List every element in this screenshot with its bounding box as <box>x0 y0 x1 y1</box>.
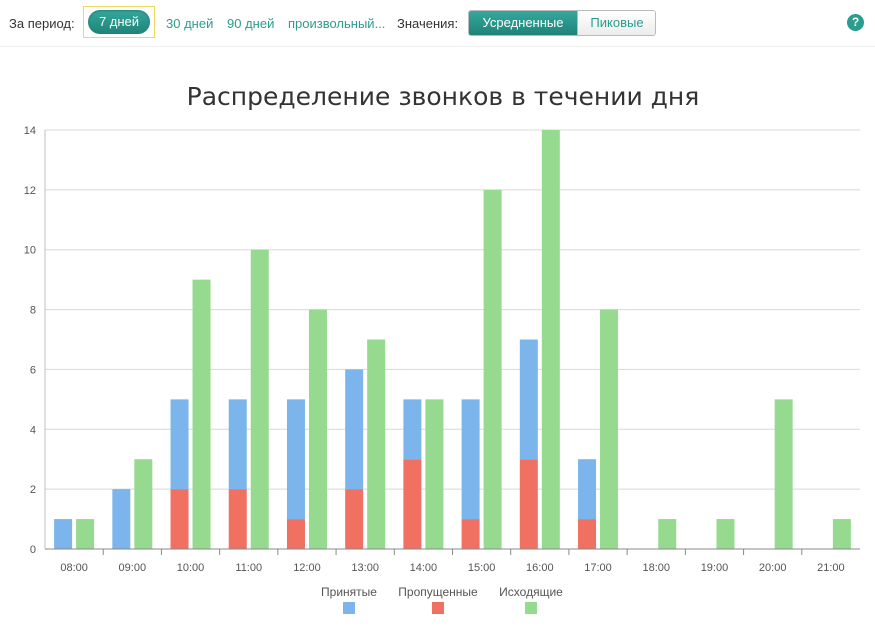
values-averaged-button[interactable]: Усредненные <box>469 11 577 35</box>
values-toggle: Усредненные Пиковые <box>468 10 656 36</box>
bar-accepted <box>345 369 364 490</box>
bar-accepted <box>461 399 480 520</box>
bar-outgoing <box>832 519 851 549</box>
bar-missed <box>345 489 364 549</box>
y-tick-label: 0 <box>30 544 36 556</box>
x-tick-label: 14:00 <box>410 562 438 574</box>
bar-outgoing <box>308 309 327 549</box>
y-tick-label: 8 <box>30 305 36 317</box>
bar-accepted <box>170 399 189 490</box>
bar-accepted <box>228 399 247 490</box>
values-label: Значения: <box>397 16 459 31</box>
x-tick-label: 11:00 <box>235 562 262 574</box>
y-tick-label: 2 <box>30 484 36 496</box>
bar-accepted <box>286 399 305 520</box>
bar-missed <box>461 519 480 549</box>
bar-outgoing <box>367 339 386 549</box>
x-axis: 08:00 09:00 10:00 11:00 12:00 13:00 14:00 15:00… <box>45 548 860 574</box>
bar-missed <box>228 489 247 549</box>
bar-outgoing <box>541 130 560 549</box>
x-tick-label: 15:00 <box>468 562 496 574</box>
bar-outgoing <box>425 399 444 549</box>
period-label: За период: <box>9 16 75 31</box>
period-30-days-link[interactable]: 30 дней <box>166 16 214 31</box>
period-custom-link[interactable]: произвольный... <box>288 16 386 31</box>
y-tick-label: 12 <box>24 185 36 197</box>
x-tick-label: 09:00 <box>119 562 147 574</box>
y-tick-label: 10 <box>24 245 36 257</box>
x-tick-label: 13:00 <box>351 562 379 574</box>
bar-missed <box>286 519 305 549</box>
x-tick-label: 18:00 <box>642 562 670 574</box>
period-selected-wrapper: 7 дней <box>83 6 155 38</box>
legend-label: Исходящие <box>499 585 563 599</box>
legend-label: Принятые <box>321 585 377 599</box>
bar-accepted <box>578 459 597 520</box>
bar-missed <box>519 459 538 549</box>
bar-outgoing <box>716 519 735 549</box>
chart-legend: Принятые Пропущенные Исходящие <box>321 585 563 614</box>
y-tick-label: 4 <box>30 424 36 436</box>
period-90-days-link[interactable]: 90 дней <box>227 16 275 31</box>
y-tick-label: 14 <box>24 125 36 137</box>
bar-accepted <box>112 489 131 549</box>
bar-outgoing <box>658 519 677 549</box>
chart-bars <box>54 130 851 549</box>
legend-swatch <box>525 602 537 614</box>
x-tick-label: 21:00 <box>817 562 845 574</box>
bar-missed <box>403 459 422 549</box>
bar-accepted <box>54 519 73 549</box>
bar-outgoing <box>192 279 211 549</box>
y-axis: 0 2 4 6 8 10 12 14 <box>24 125 46 556</box>
x-tick-label: 19:00 <box>701 562 729 574</box>
bar-missed <box>170 489 189 549</box>
x-tick-label: 16:00 <box>526 562 554 574</box>
values-peak-button[interactable]: Пиковые <box>577 11 655 35</box>
bar-outgoing <box>134 459 153 549</box>
bar-accepted <box>403 399 422 460</box>
help-icon[interactable]: ? <box>847 14 864 31</box>
bar-accepted <box>519 339 538 460</box>
bar-missed <box>578 519 597 549</box>
period-7-days-button[interactable]: 7 дней <box>88 10 150 34</box>
x-tick-label: 08:00 <box>60 562 88 574</box>
x-tick-label: 10:00 <box>177 562 205 574</box>
y-tick-label: 6 <box>30 364 36 376</box>
legend-label: Пропущенные <box>398 585 478 599</box>
chart-gridlines <box>45 129 860 490</box>
x-tick-label: 12:00 <box>293 562 321 574</box>
legend-swatch <box>432 602 444 614</box>
bar-outgoing <box>483 189 502 549</box>
bar-outgoing <box>76 519 95 549</box>
chart-title: Распределение звонков в течении дня <box>187 82 700 111</box>
x-tick-label: 17:00 <box>584 562 612 574</box>
x-tick-label: 20:00 <box>759 562 787 574</box>
legend-swatch <box>343 602 355 614</box>
bar-outgoing <box>774 399 793 549</box>
toolbar: За период: 7 дней 30 дней 90 дней произв… <box>0 0 875 47</box>
bar-outgoing <box>600 309 619 549</box>
bar-outgoing <box>250 249 269 549</box>
